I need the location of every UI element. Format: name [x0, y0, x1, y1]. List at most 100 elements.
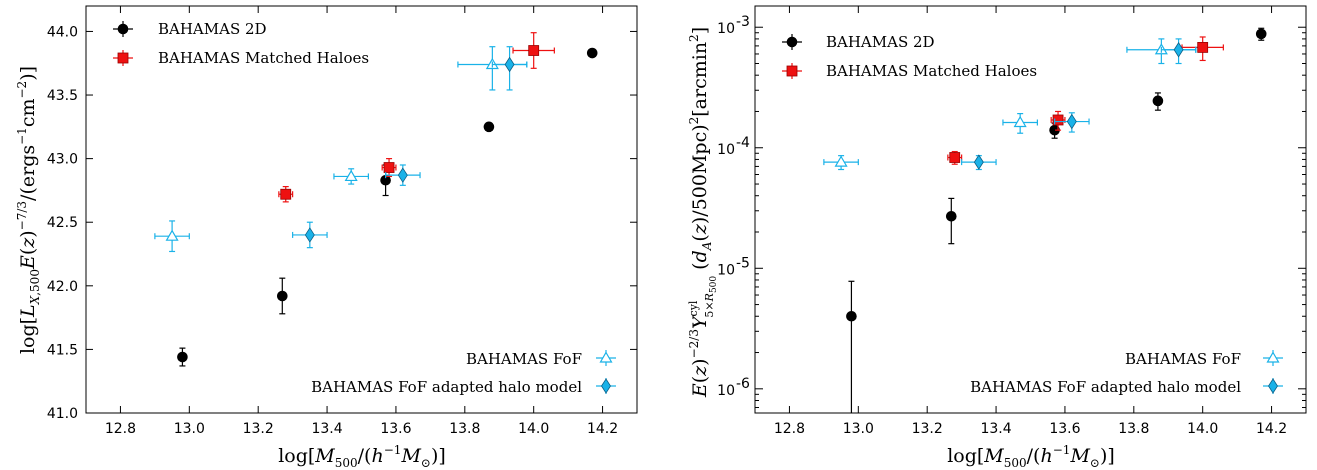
chart-left: 12.8 13.0 13.2 13.4 13.6 13.8 14.0 14.2 41.041.…: [15, 5, 638, 470]
data-point-diamond: [961, 154, 997, 171]
y-tick-label: 42.5: [47, 215, 78, 231]
marker-triangle: [834, 155, 848, 167]
y-tick-label: 42.0: [47, 279, 78, 295]
data-point-triangle: [333, 168, 369, 185]
marker-diamond: [973, 154, 984, 170]
marker-square: [949, 152, 961, 163]
data-point-diamond: [292, 221, 328, 249]
x-tick-label: 12.8: [105, 421, 136, 437]
legend-marker-diamond: [1268, 378, 1278, 394]
data-point-triangle: [823, 155, 859, 171]
data-point-circle: [177, 347, 188, 367]
legend-label: BAHAMAS 2D: [158, 20, 267, 38]
legend-entry-fof-adapted: BAHAMAS FoF adapted halo model: [970, 378, 1283, 396]
data-point-triangle: [1002, 113, 1038, 134]
data-point-square: [512, 32, 555, 69]
x-tick-label: 13.6: [380, 421, 411, 437]
legend-label: BAHAMAS FoF: [1125, 350, 1241, 368]
x-tick-label: 14.2: [587, 421, 618, 437]
marker-circle: [483, 121, 495, 133]
legend-label: BAHAMAS FoF: [466, 350, 582, 368]
x-tick-label: 13.8: [449, 421, 480, 437]
y-tick-label: 10: [717, 262, 735, 278]
legend-label: BAHAMAS Matched Haloes: [158, 49, 369, 67]
y-tick-exponent: -6: [736, 376, 750, 392]
marker-circle: [276, 290, 288, 302]
legend-entry-bahamas-2d: BAHAMAS 2D: [782, 33, 935, 51]
data-point-circle: [1255, 27, 1267, 41]
marker-circle: [586, 47, 598, 59]
y-tick-label: 10: [717, 142, 735, 158]
marker-circle: [380, 174, 391, 186]
legend-bottom-right: BAHAMAS FoF BAHAMAS FoF adapted halo mod…: [311, 350, 616, 396]
marker-circle: [1049, 124, 1060, 136]
legend-entry-matched-haloes: BAHAMAS Matched Haloes: [113, 49, 369, 67]
legend-marker-triangle: [1266, 351, 1280, 363]
marker-circle: [945, 210, 957, 222]
legend-entry-bahamas-fof: BAHAMAS FoF: [466, 350, 616, 368]
data-point-square: [1181, 36, 1224, 62]
legend-label: BAHAMAS 2D: [826, 33, 935, 51]
marker-diamond: [1173, 42, 1184, 58]
y-tick-exponent: -5: [736, 255, 750, 271]
data-point-square: [278, 186, 294, 203]
marker-triangle: [165, 229, 179, 241]
data-marks-left: [154, 32, 598, 367]
marker-square: [1197, 42, 1209, 53]
x-axis-label-right: log[M500/(h−1M⊙)]: [947, 443, 1115, 470]
x-tick-label: 14.0: [1187, 421, 1218, 437]
marker-diamond: [1066, 113, 1077, 130]
data-point-circle: [846, 280, 857, 413]
legend-marker-square: [117, 52, 129, 64]
legend-label: BAHAMAS FoF adapted halo model: [970, 378, 1241, 396]
data-marks-right: [823, 27, 1267, 413]
data-point-circle: [945, 197, 957, 245]
marker-diamond: [504, 56, 515, 73]
y-tick-label: 10: [717, 383, 735, 399]
y-ticks-right: 10-610-510-410-3: [717, 14, 1306, 408]
data-point-triangle: [154, 220, 190, 253]
y-tick-label: 41.5: [47, 342, 78, 358]
plot-frame-left: [85, 5, 638, 414]
data-point-circle: [276, 277, 288, 315]
plot-frame-right: [754, 5, 1307, 414]
legend-marker-circle: [786, 36, 798, 48]
data-point-triangle: [457, 46, 528, 91]
marker-circle: [177, 351, 188, 363]
x-tick-label: 13.0: [174, 421, 205, 437]
legend-top-left: BAHAMAS 2D BAHAMAS Matched Haloes: [113, 20, 369, 67]
y-tick-label: 44.0: [47, 24, 78, 40]
y-tick-label: 10: [717, 21, 735, 37]
legend-entry-bahamas-2d: BAHAMAS 2D: [113, 20, 267, 38]
legend-bottom-right-panel: BAHAMAS FoF BAHAMAS FoF adapted halo mod…: [970, 350, 1283, 396]
x-tick-label: 14.0: [518, 421, 549, 437]
legend-entry-bahamas-fof: BAHAMAS FoF: [1125, 350, 1283, 368]
marker-triangle: [1013, 115, 1027, 128]
y-tick-label: 43.0: [47, 152, 78, 168]
legend-entry-fof-adapted: BAHAMAS FoF adapted halo model: [311, 378, 616, 396]
legend-label: BAHAMAS FoF adapted halo model: [311, 378, 582, 396]
x-tick-label: 13.2: [243, 421, 274, 437]
legend-marker-circle: [117, 23, 129, 35]
marker-diamond: [304, 227, 315, 243]
legend-marker-diamond: [601, 378, 611, 394]
x-tick-label: 13.8: [1118, 421, 1149, 437]
legend-marker-square: [786, 65, 798, 77]
chart-right: 12.8 13.0 13.2 13.4 13.6 13.8 14.0 14.2 10 -610-…: [687, 5, 1307, 470]
marker-square: [1052, 114, 1064, 126]
x-tick-label: 12.8: [774, 421, 805, 437]
data-point-diamond: [1160, 38, 1197, 65]
y-tick-exponent: -3: [736, 14, 750, 30]
data-point-diamond: [491, 46, 528, 91]
legend-marker-triangle: [599, 351, 613, 363]
x-tick-label: 13.4: [980, 421, 1011, 437]
marker-triangle: [344, 169, 358, 182]
marker-square: [383, 162, 395, 173]
data-point-square: [947, 150, 963, 165]
data-point-square: [381, 158, 397, 178]
data-point-circle: [483, 121, 495, 133]
y-axis-label-right: E(z)−2/3Ycyl 5×R500 (dA(z)/500Mpc)2[arcmi…: [687, 27, 719, 398]
y-tick-label: 43.5: [47, 88, 78, 104]
data-point-diamond: [1054, 112, 1090, 133]
